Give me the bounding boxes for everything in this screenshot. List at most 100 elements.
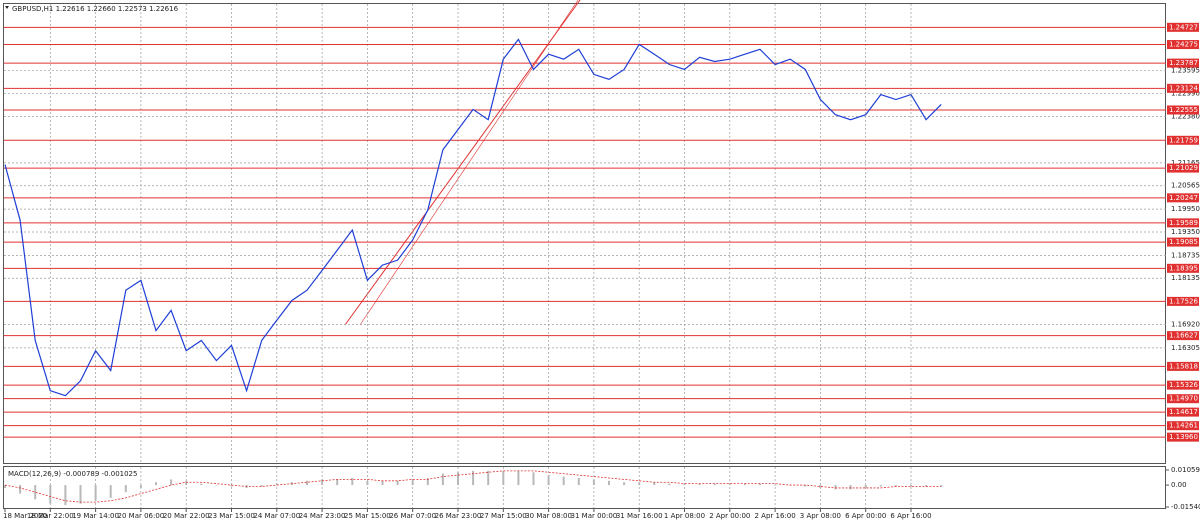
level-label: 1.24275	[1169, 41, 1198, 49]
macd-bar	[562, 476, 565, 486]
macd-bar	[260, 485, 263, 487]
macd-bar	[577, 477, 580, 486]
price-line	[4, 38, 942, 397]
macd-bar	[139, 485, 142, 488]
macd-panel	[3, 466, 1166, 509]
macd-bar	[321, 479, 324, 486]
macd-bar	[834, 485, 837, 490]
level-label: 1.15326	[1169, 381, 1198, 389]
macd-bar	[200, 483, 203, 486]
main-panel	[3, 3, 1166, 464]
level-tag	[1167, 331, 1199, 341]
macd-bar	[170, 479, 173, 486]
x-tick-label: 26 Mar 23:00	[435, 512, 482, 520]
y-tick-label: 1.16305	[1171, 344, 1200, 352]
y-tick-label: 1.18135	[1171, 274, 1200, 282]
level-label: 1.17526	[1169, 297, 1198, 305]
macd-bar	[502, 470, 505, 486]
level-label: 1.23787	[1169, 59, 1198, 67]
level-tag	[1167, 237, 1199, 247]
y-tick-label: 1.19350	[1171, 228, 1200, 236]
x-tick-label: 30 Mar 08:00	[525, 512, 572, 520]
level-tag	[1167, 263, 1199, 273]
level-tag	[1167, 22, 1199, 32]
level-tag	[1167, 163, 1199, 173]
level-label: 1.13960	[1169, 433, 1198, 441]
macd-bar	[306, 480, 308, 486]
macd-bar	[64, 485, 67, 506]
level-label: 1.18395	[1169, 264, 1198, 272]
y-tick-label: 1.20565	[1171, 182, 1200, 190]
level-tag	[1167, 421, 1199, 431]
level-tag	[1167, 135, 1199, 145]
macd-bar	[653, 482, 656, 486]
macd-tick-label: 0.00	[1171, 481, 1187, 489]
x-tick-label: 25 Mar 15:00	[344, 512, 391, 520]
macd-bar	[623, 482, 626, 486]
level-tag	[1167, 193, 1199, 203]
trend-line	[344, 0, 581, 326]
level-label: 1.23124	[1169, 84, 1198, 92]
macd-bar	[849, 485, 852, 490]
x-tick-label: 1 Apr 08:00	[664, 512, 705, 520]
y-tick-label: 1.23595	[1171, 66, 1200, 74]
x-tick-label: 20 Mar 22:00	[163, 512, 210, 520]
x-tick-label: 18 Mar 2020	[3, 512, 47, 520]
macd-bar	[411, 479, 414, 486]
macd-bar	[472, 470, 475, 486]
x-tick-label: 31 Mar 16:00	[616, 512, 663, 520]
x-tick-label: 6 Apr 16:00	[890, 512, 931, 520]
macd-bar	[759, 483, 761, 486]
level-tag	[1167, 361, 1199, 371]
level-label: 1.20247	[1169, 194, 1198, 202]
x-tick-label: 20 Mar 06:00	[118, 512, 165, 520]
level-label: 1.24727	[1169, 23, 1198, 31]
macd-bar	[940, 485, 943, 487]
x-tick-label: 27 Mar 15:00	[480, 512, 527, 520]
macd-bar	[185, 480, 188, 486]
macd-bar	[441, 473, 444, 486]
macd-bar	[879, 485, 882, 487]
macd-tick-label: 0.010596	[1171, 466, 1200, 474]
level-label: 1.21029	[1169, 164, 1198, 172]
macd-tick-label: -0.015404	[1171, 503, 1200, 511]
macd-bar	[819, 485, 822, 488]
y-tick-label: 1.16920	[1171, 320, 1200, 328]
macd-bar	[683, 483, 686, 486]
x-tick-label: 6 Apr 00:00	[845, 512, 886, 520]
macd-bar	[230, 485, 233, 487]
macd-title: MACD(12,26,9) -0.000789 -0.001025	[8, 470, 137, 478]
menu-arrow[interactable]	[5, 6, 9, 9]
level-tag	[1167, 432, 1199, 442]
macd-bar	[713, 483, 716, 486]
level-tag	[1167, 58, 1199, 68]
y-tick-label: 1.22380	[1171, 113, 1200, 121]
macd-bar	[804, 485, 807, 487]
level-label: 1.22555	[1169, 106, 1198, 114]
macd-bar	[155, 482, 157, 486]
x-tick-label: 26 Mar 07:00	[389, 512, 436, 520]
level-label: 1.14970	[1169, 395, 1198, 403]
level-tag	[1167, 394, 1199, 404]
y-tick-label: 1.22990	[1171, 89, 1200, 97]
y-tick-label: 1.18735	[1171, 251, 1200, 259]
x-tick-label: 24 Mar 23:00	[299, 512, 346, 520]
level-tag	[1167, 40, 1199, 50]
macd-bar	[366, 480, 369, 486]
macd-bar	[608, 480, 610, 486]
macd-bar	[19, 485, 22, 494]
macd-bar	[351, 477, 354, 486]
macd-bar	[124, 485, 127, 493]
x-tick-label: 3 Apr 08:00	[800, 512, 841, 520]
y-tick-label: 1.19950	[1171, 205, 1200, 213]
level-label: 1.21759	[1169, 136, 1198, 144]
level-tag	[1167, 296, 1199, 306]
level-tag	[1167, 105, 1199, 115]
macd-bar	[774, 485, 777, 486]
macd-bar	[381, 480, 384, 486]
level-tag	[1167, 407, 1199, 417]
macd-bar	[532, 472, 535, 486]
macd-bar	[728, 483, 731, 486]
